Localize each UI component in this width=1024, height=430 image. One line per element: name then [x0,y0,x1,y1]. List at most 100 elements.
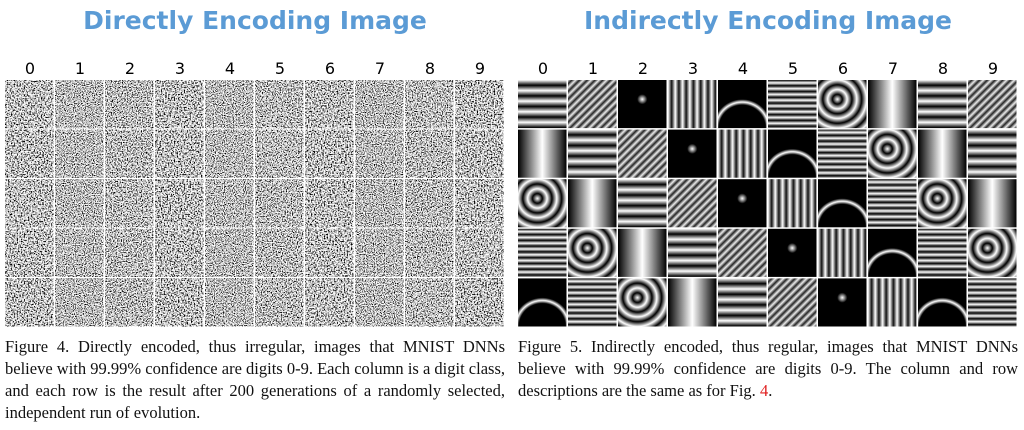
sample-image [618,179,667,228]
sample-image [205,278,254,327]
column-label: 8 [938,59,948,78]
sample-image [405,129,454,178]
sample-image [768,129,817,178]
sample-image [155,129,204,178]
sample-image [518,80,567,129]
sample-image [868,179,917,228]
sample-image [405,179,454,228]
sample-image [818,129,867,178]
sample-image [968,80,1017,129]
column-label: 3 [688,59,698,78]
sample-image [768,278,817,327]
sample-image [768,228,817,277]
sample-image [518,129,567,178]
sample-image [818,179,867,228]
sample-image [405,80,454,129]
column-label: 9 [988,59,998,78]
sample-image [255,129,304,178]
sample-image [718,228,767,277]
sample-image [818,278,867,327]
sample-image [255,228,304,277]
sample-image [305,179,354,228]
sample-image [568,80,617,129]
sample-image [255,278,304,327]
sample-image [5,179,54,228]
caption-text: . [768,381,773,400]
sample-image [668,129,717,178]
sample-image [55,228,104,277]
sample-image [968,228,1017,277]
figure-grids: 0 1 2 3 4 5 6 7 8 9 0 1 2 3 4 5 6 7 8 9 [5,59,1017,327]
sample-image [568,228,617,277]
sample-image [918,228,967,277]
sample-image [818,80,867,129]
sample-image [355,129,404,178]
sample-image [868,80,917,129]
sample-image [355,278,404,327]
sample-image [455,129,504,178]
sample-image [405,278,454,327]
sample-image [455,179,504,228]
column-label: 6 [838,59,848,78]
sample-image [355,179,404,228]
sample-image [155,80,204,129]
column-label: 2 [125,59,135,78]
sample-image [668,278,717,327]
sample-image [718,80,767,129]
sample-image [55,129,104,178]
column-label: 4 [225,59,235,78]
column-label: 5 [788,59,798,78]
column-label: 6 [325,59,335,78]
caption: Figure 5. Indirectly encoded, thus regul… [518,336,1018,402]
sample-image [305,278,354,327]
sample-image [868,228,917,277]
sample-image [155,179,204,228]
sample-image [718,179,767,228]
column-label: 3 [175,59,185,78]
sample-image [518,278,567,327]
sample-image [568,179,617,228]
sample-image [918,278,967,327]
sample-image [618,80,667,129]
sample-image [768,80,817,129]
figure-reference[interactable]: 4 [759,381,769,400]
sample-image [968,179,1017,228]
sample-image [55,80,104,129]
sample-image [205,179,254,228]
sample-image [968,278,1017,327]
sample-image [668,228,717,277]
sample-image [5,80,54,129]
sample-image [205,228,254,277]
sample-image [918,80,967,129]
sample-image [868,278,917,327]
sample-image [568,278,617,327]
sample-image [918,129,967,178]
sample-image [255,80,304,129]
sample-image [305,80,354,129]
sample-image [405,228,454,277]
column-label: 2 [638,59,648,78]
sample-image [818,228,867,277]
caption: Figure 4. Directly encoded, thus irregul… [5,336,505,424]
sample-image [55,278,104,327]
column-label: 0 [538,59,548,78]
caption-text: Figure 5. Indirectly encoded, thus regul… [518,337,1018,400]
sample-image [105,129,154,178]
sample-image [918,179,967,228]
caption-text: Figure 4. Directly encoded, thus irregul… [5,337,505,422]
sample-image [718,129,767,178]
column-label: 1 [75,59,85,78]
panel-title: Indirectly Encoding Image [584,6,952,35]
sample-image [455,228,504,277]
column-label: 7 [888,59,898,78]
sample-image [105,80,154,129]
column-label: 8 [425,59,435,78]
column-label: 7 [375,59,385,78]
sample-image [668,80,717,129]
column-label: 1 [588,59,598,78]
sample-image [518,179,567,228]
column-label: 5 [275,59,285,78]
sample-image [105,179,154,228]
sample-image [55,179,104,228]
sample-image [968,129,1017,178]
